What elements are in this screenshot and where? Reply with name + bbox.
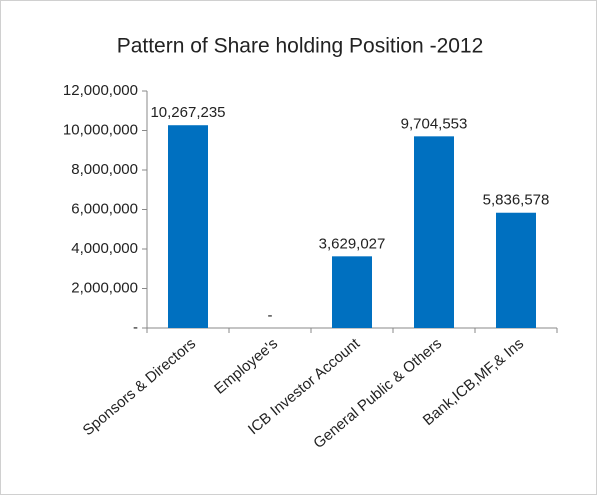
y-tick-label: 10,000,000 [63, 121, 138, 138]
data-label: 9,704,553 [401, 115, 468, 132]
y-tick-label: 8,000,000 [71, 161, 138, 178]
chart-title: Pattern of Share holding Position -2012 [117, 35, 484, 58]
data-label: 3,629,027 [319, 235, 386, 252]
y-tick-label: 6,000,000 [71, 200, 138, 217]
y-tick-label: - [133, 319, 138, 336]
y-tick-label: 12,000,000 [63, 82, 138, 99]
bar [496, 212, 536, 328]
y-tick-label: 4,000,000 [71, 240, 138, 257]
data-label: - [268, 307, 273, 324]
bar [168, 125, 208, 328]
data-label: 5,836,578 [483, 192, 550, 209]
y-tick-label: 2,000,000 [71, 279, 138, 296]
bar [332, 256, 372, 328]
bar [414, 136, 454, 328]
data-label: 10,267,235 [150, 104, 225, 121]
